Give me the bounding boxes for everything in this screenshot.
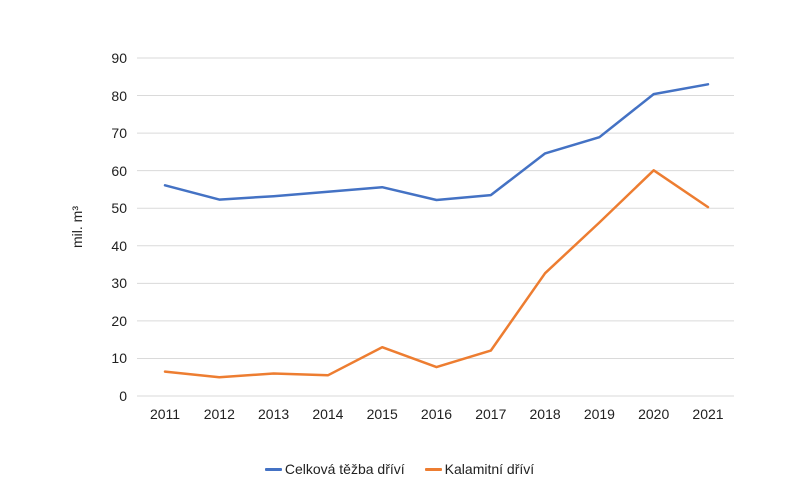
- y-axis-title: mil. m³: [69, 206, 85, 248]
- legend-item: Kalamitní dříví: [424, 461, 535, 477]
- y-tick-label: 70: [111, 125, 127, 142]
- y-tick-label: 50: [111, 200, 127, 217]
- x-tick-label: 2014: [312, 406, 344, 422]
- y-tick-label: 30: [111, 275, 127, 292]
- y-tick-label: 0: [119, 388, 127, 404]
- x-tick-label: 2013: [258, 406, 290, 422]
- y-tick-label: 40: [111, 237, 127, 254]
- y-tick-label: 10: [111, 350, 127, 367]
- y-tick-label: 20: [111, 312, 127, 329]
- y-tick-label: 80: [111, 87, 127, 104]
- y-tick-label: 90: [111, 50, 127, 66]
- x-tick-label: 2020: [638, 406, 670, 422]
- x-tick-label: 2016: [420, 406, 453, 422]
- series-line-Celková těžba dříví: [163, 83, 710, 202]
- legend-line-icon: [424, 467, 442, 471]
- x-tick-label: 2017: [475, 406, 507, 422]
- legend-label: Celková těžba dříví: [284, 461, 405, 477]
- x-tick-label: 2012: [203, 406, 235, 422]
- x-tick-label: 2011: [149, 406, 181, 422]
- legend: Celková těžba dříví Kalamitní dříví: [0, 461, 799, 477]
- x-tick-label: 2018: [529, 406, 561, 422]
- y-tick-label: 60: [111, 162, 127, 179]
- legend-item: Celková těžba dříví: [264, 461, 405, 477]
- x-tick-label: 2019: [583, 406, 615, 422]
- x-tick-label: 2015: [366, 406, 398, 422]
- x-tick-label: 2021: [692, 406, 724, 422]
- series-line-Kalamitní dříví: [163, 169, 710, 379]
- legend-line-icon: [264, 467, 282, 471]
- legend-label: Kalamitní dříví: [444, 461, 535, 477]
